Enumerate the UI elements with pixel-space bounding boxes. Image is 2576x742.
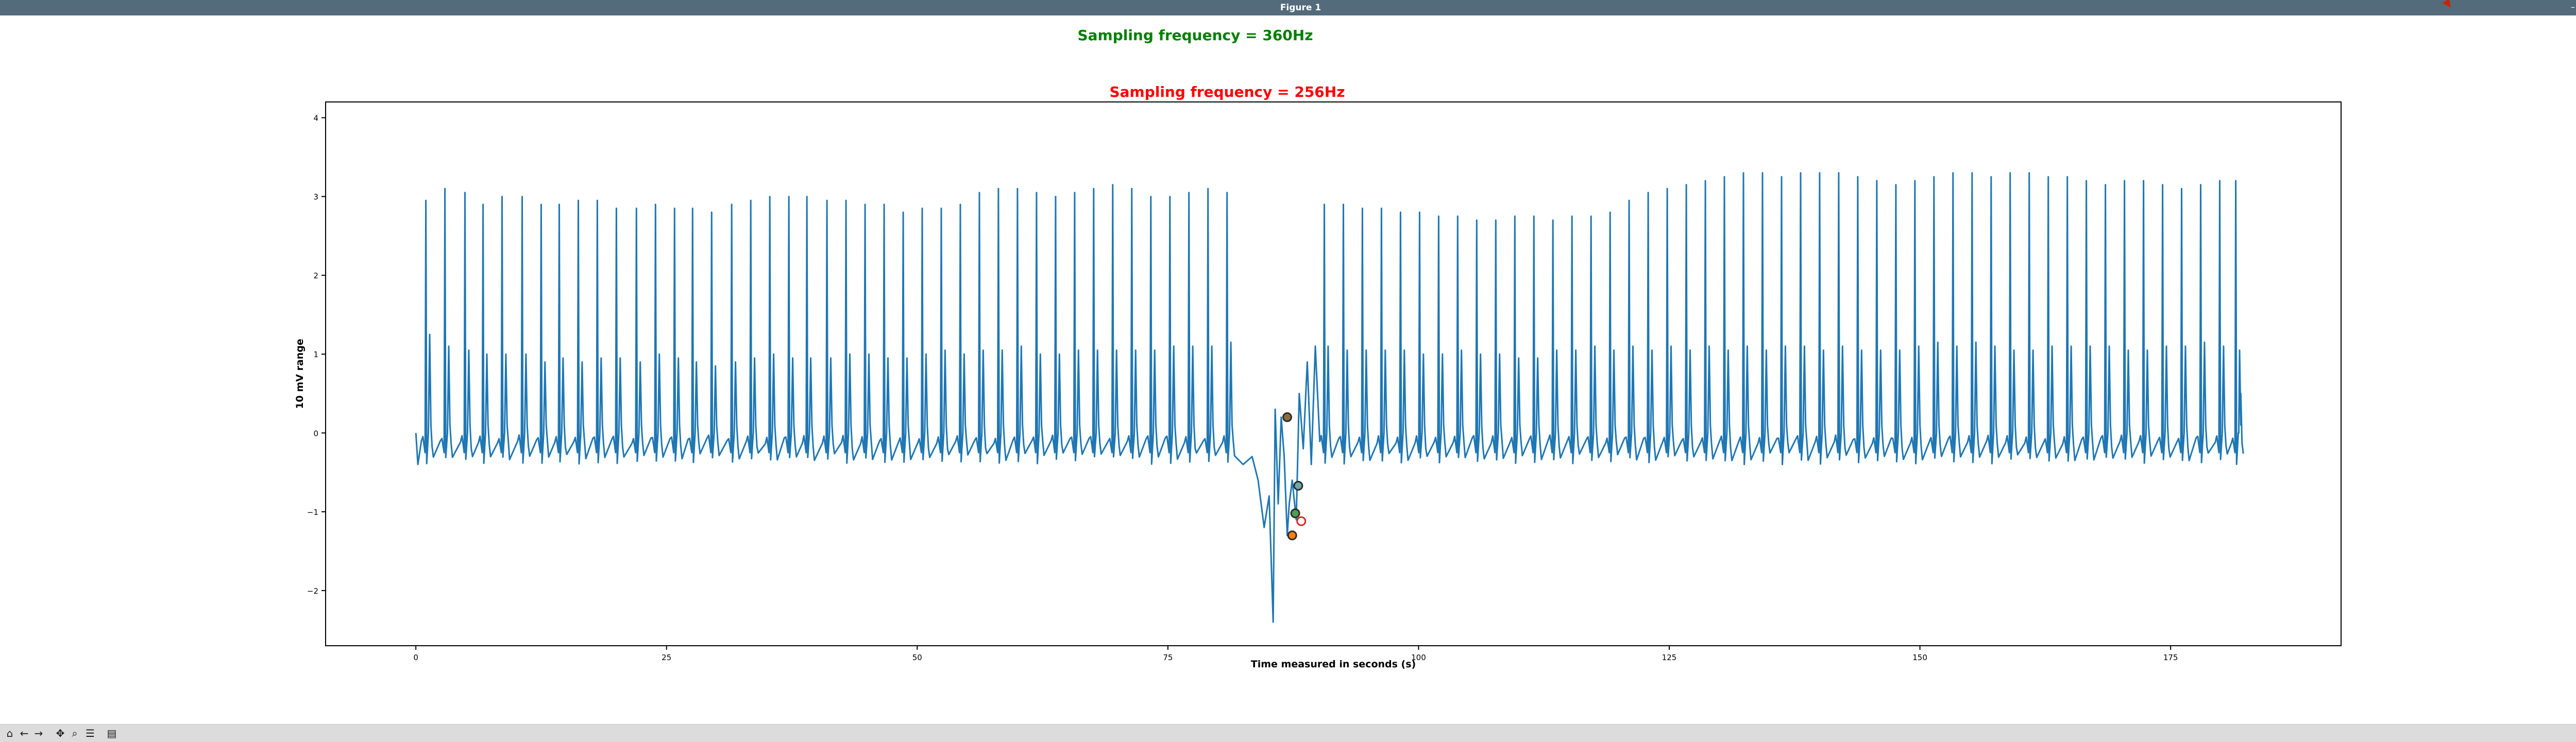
x-tick-label: 175 [2163,653,2178,662]
y-tick-label: 3 [313,193,318,202]
zoom-button[interactable]: ⌕ [68,727,81,740]
y-tick-label: −2 [307,586,318,596]
x-tick-label: 125 [1662,653,1677,662]
save-button[interactable]: ▤ [105,727,118,740]
configure-subplots-button[interactable]: ☰ [83,727,97,740]
x-tick-label: 100 [1411,653,1426,662]
data-marker [1296,516,1307,526]
x-axis-label: Time measured in seconds (s) [1251,659,1416,670]
forward-button[interactable]: → [32,727,45,740]
y-axis-label: 10 mV range [294,339,306,409]
back-arrow-icon: ← [20,727,29,739]
tick-group: 0 25 50 75 100 125 150 175 −2 −1 0 1 2 3 4 [307,114,2178,662]
figure-suptitle: Sampling frequency = 360Hz [1077,27,1313,44]
axes-frame [325,101,2342,646]
data-marker [1282,412,1292,422]
sliders-icon: ☰ [86,727,95,739]
x-tick-label: 50 [912,653,922,662]
x-tick-label: 25 [662,653,671,662]
y-tick-label: 2 [313,271,318,281]
window-title: Figure 1 [1280,3,1321,13]
y-tick-label: 1 [313,350,318,359]
data-marker [1293,480,1303,491]
window-titlebar: Figure 1 – ▫ × [0,0,2576,15]
forward-arrow-icon: → [34,727,43,739]
y-tick-label: 4 [313,114,318,123]
y-tick-label: −1 [307,508,318,517]
x-tick-label: 0 [413,653,418,662]
pan-button[interactable]: ✥ [54,727,67,740]
back-button[interactable]: ← [18,727,31,740]
home-button[interactable]: ⌂ [3,727,16,740]
x-tick-label: 150 [1912,653,1927,662]
home-icon: ⌂ [6,727,13,739]
axes-title: Sampling frequency = 256Hz [1109,83,1345,100]
ecg-chart: 0 25 50 75 100 125 150 175 −2 −1 0 1 2 3 4 Time measur… [294,101,2342,670]
figure-toolbar: ⌂ ← → ✥ ⌕ ☰ ▤ [0,724,2576,742]
pan-icon: ✥ [56,727,65,739]
save-icon: ▤ [107,727,117,739]
data-marker [1287,530,1297,541]
x-tick-label: 75 [1163,653,1173,662]
ecg-series-line [415,172,2244,623]
data-marker [1290,508,1300,519]
y-tick-label: 0 [313,429,318,438]
minimize-icon[interactable]: – [2571,2,2575,12]
marker-group [1282,412,1307,541]
zoom-icon: ⌕ [72,727,78,739]
